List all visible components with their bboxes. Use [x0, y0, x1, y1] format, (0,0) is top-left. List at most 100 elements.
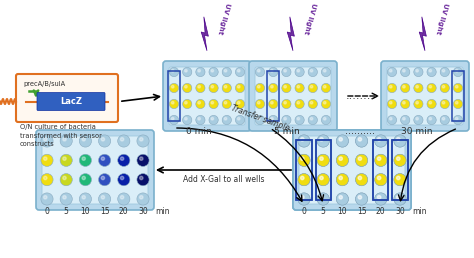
Circle shape: [377, 138, 381, 141]
Circle shape: [284, 117, 286, 120]
Circle shape: [236, 83, 245, 93]
Text: 10: 10: [337, 207, 347, 216]
Circle shape: [257, 101, 260, 104]
Circle shape: [224, 101, 227, 104]
Circle shape: [321, 83, 331, 93]
Circle shape: [269, 99, 278, 109]
Circle shape: [295, 83, 304, 93]
Circle shape: [271, 85, 273, 88]
Circle shape: [44, 176, 47, 180]
Circle shape: [236, 99, 245, 109]
Circle shape: [414, 67, 423, 77]
Circle shape: [337, 154, 348, 166]
Circle shape: [209, 115, 218, 125]
Circle shape: [321, 115, 331, 125]
Circle shape: [137, 193, 149, 205]
Circle shape: [198, 117, 201, 120]
Bar: [267, 71, 279, 121]
Circle shape: [320, 196, 323, 199]
Text: ..........: ..........: [345, 126, 375, 136]
Circle shape: [394, 154, 406, 166]
Circle shape: [297, 117, 300, 120]
Circle shape: [236, 115, 245, 125]
Circle shape: [222, 83, 231, 93]
Circle shape: [222, 67, 231, 77]
Circle shape: [375, 135, 387, 147]
Circle shape: [198, 69, 201, 72]
Circle shape: [60, 174, 73, 186]
Circle shape: [63, 176, 66, 180]
Circle shape: [101, 196, 105, 199]
Circle shape: [196, 83, 205, 93]
Circle shape: [172, 69, 174, 72]
Circle shape: [320, 176, 323, 180]
Circle shape: [224, 85, 227, 88]
Circle shape: [308, 115, 318, 125]
Circle shape: [301, 138, 304, 141]
Text: min: min: [155, 207, 170, 216]
Circle shape: [397, 196, 400, 199]
Circle shape: [139, 196, 143, 199]
Text: 30: 30: [395, 207, 405, 216]
Circle shape: [402, 117, 405, 120]
Circle shape: [387, 67, 397, 77]
Text: 30 min: 30 min: [401, 127, 433, 136]
Circle shape: [79, 193, 91, 205]
Circle shape: [440, 99, 449, 109]
Circle shape: [377, 176, 381, 180]
Circle shape: [79, 135, 91, 147]
Bar: [296, 140, 311, 200]
Circle shape: [375, 193, 387, 205]
Circle shape: [320, 157, 323, 160]
Circle shape: [339, 176, 342, 180]
Circle shape: [120, 138, 124, 141]
Circle shape: [320, 196, 323, 199]
Circle shape: [337, 193, 348, 205]
Circle shape: [196, 115, 205, 125]
FancyBboxPatch shape: [169, 67, 245, 125]
Circle shape: [182, 115, 192, 125]
Text: 15: 15: [357, 207, 366, 216]
Text: precA/B/sulA: precA/B/sulA: [23, 81, 65, 87]
Circle shape: [282, 67, 291, 77]
Circle shape: [358, 138, 362, 141]
Circle shape: [282, 83, 291, 93]
Circle shape: [172, 85, 174, 88]
Circle shape: [356, 154, 368, 166]
Text: 30: 30: [138, 207, 148, 216]
Circle shape: [416, 117, 419, 120]
Text: Add X-Gal to all wells: Add X-Gal to all wells: [183, 175, 264, 184]
Circle shape: [320, 157, 323, 160]
Circle shape: [356, 135, 368, 147]
Circle shape: [394, 193, 406, 205]
Circle shape: [236, 67, 245, 77]
Circle shape: [120, 157, 124, 160]
Circle shape: [301, 196, 304, 199]
Circle shape: [397, 176, 400, 180]
Circle shape: [377, 157, 381, 160]
FancyBboxPatch shape: [293, 130, 411, 210]
Text: 5: 5: [321, 207, 326, 216]
Circle shape: [375, 154, 387, 166]
Circle shape: [442, 85, 445, 88]
Circle shape: [44, 196, 47, 199]
Circle shape: [120, 176, 124, 180]
Circle shape: [429, 69, 432, 72]
Bar: [452, 71, 464, 121]
Circle shape: [60, 135, 73, 147]
Circle shape: [397, 157, 400, 160]
Circle shape: [377, 196, 381, 199]
Circle shape: [172, 101, 174, 104]
Circle shape: [394, 193, 406, 205]
Text: 0 min: 0 min: [186, 127, 212, 136]
Circle shape: [401, 115, 410, 125]
Circle shape: [257, 85, 260, 88]
Circle shape: [358, 157, 362, 160]
Circle shape: [255, 83, 264, 93]
Circle shape: [317, 193, 329, 205]
Circle shape: [301, 157, 304, 160]
Text: min: min: [412, 207, 427, 216]
Circle shape: [118, 193, 130, 205]
Circle shape: [237, 69, 240, 72]
Circle shape: [182, 99, 192, 109]
